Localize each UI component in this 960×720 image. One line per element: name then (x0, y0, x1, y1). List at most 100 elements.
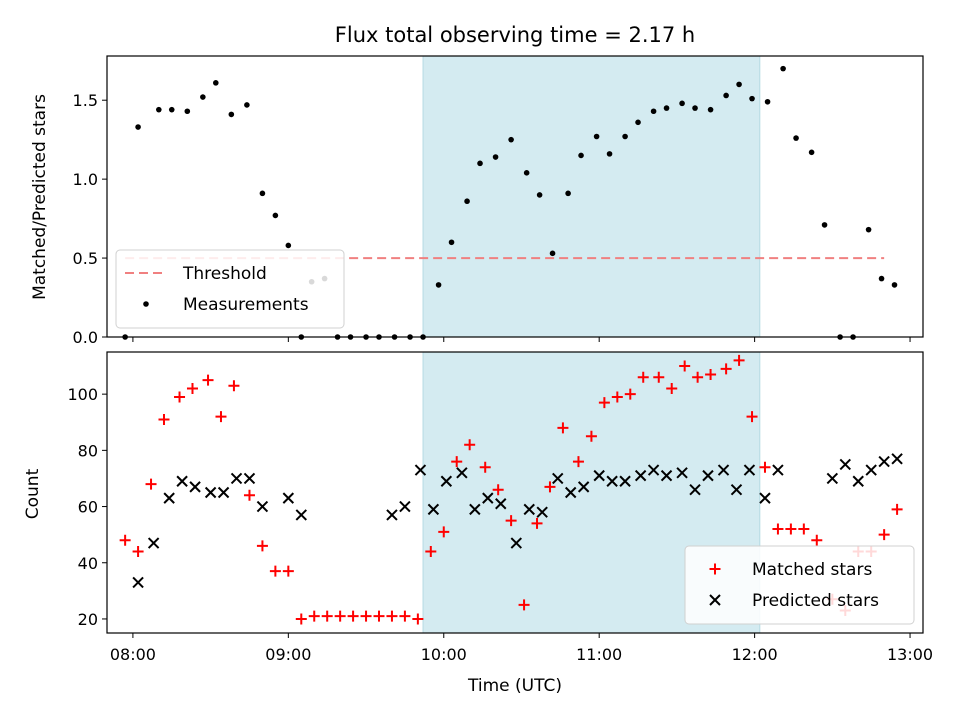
matched-stars-point (373, 610, 385, 622)
legend-measurement-swatch (143, 301, 149, 307)
legend-label: Predicted stars (752, 591, 879, 611)
legend-box (115, 249, 345, 329)
predicted-stars-point (189, 481, 201, 493)
matched-stars-point (891, 503, 903, 515)
y-tick-label: 0.5 (73, 249, 98, 268)
legend-box (684, 545, 915, 625)
predicted-stars-point (204, 486, 217, 499)
observing-window-shade (422, 55, 761, 338)
x-tick-label: 10:00 (421, 645, 467, 664)
predicted-stars-point (852, 475, 864, 487)
measurement-point (622, 133, 628, 140)
matched-stars-point (425, 546, 437, 558)
matched-stars-point (145, 478, 157, 490)
measurement-point (764, 98, 771, 105)
matched-stars-point (412, 613, 424, 625)
matched-stars-point (158, 413, 170, 425)
predicted-stars-point (243, 472, 256, 485)
predicted-stars-point (634, 469, 647, 482)
matched-stars-point (334, 610, 346, 622)
predicted-stars-point (495, 498, 507, 510)
x-tick-label: 09:00 (265, 645, 311, 664)
matched-stars-point (692, 371, 704, 383)
predicted-stars-point (743, 464, 756, 476)
matched-stars-point (282, 565, 294, 577)
predicted-stars-point (469, 503, 481, 516)
measurement-point (780, 65, 786, 72)
measurement-point (536, 192, 543, 198)
matched-stars-point (637, 371, 649, 383)
matched-stars-point (386, 610, 398, 622)
matched-stars-point (666, 383, 678, 395)
predicted-stars-point (176, 475, 188, 487)
x-tick-label: 13:00 (887, 645, 933, 664)
measurement-point (200, 94, 206, 100)
measurement-point (650, 108, 657, 115)
predicted-stars-point (577, 481, 590, 493)
axes-frame (106, 55, 924, 338)
matched-stars-point (785, 523, 797, 535)
predicted-stars-point (132, 576, 144, 589)
predicted-stars-point (891, 453, 903, 465)
y-tick-label: 40 (78, 554, 98, 573)
matched-stars-point (772, 523, 784, 535)
measurement-point (808, 149, 815, 156)
legend-label: Threshold (182, 264, 267, 284)
matched-stars-point (544, 481, 556, 493)
predicted-stars-point (217, 486, 230, 499)
predicted-stars-point (295, 509, 307, 521)
y-tick-label: 1.5 (73, 91, 98, 110)
matched-stars-point (132, 546, 144, 558)
measurement-point (259, 190, 266, 197)
measurement-point (593, 133, 600, 140)
predicted-stars-point (772, 464, 784, 476)
predicted-stars-point (606, 475, 618, 487)
predicted-stars-point (676, 467, 688, 479)
matched-stars-point (557, 422, 569, 434)
predicted-stars-point (282, 492, 295, 504)
measurement-point (135, 124, 141, 130)
matched-stars-point (243, 489, 255, 501)
axes-frame (106, 351, 924, 634)
measurement-point (464, 198, 470, 205)
legend: Threshold Measurements (115, 249, 345, 329)
matched-stars-point (572, 456, 584, 468)
measurement-point (523, 170, 530, 176)
matched-stars-point (438, 526, 450, 538)
predicted-stars-point (702, 469, 714, 482)
measurement-point (578, 152, 584, 159)
x-tick-label: 08:00 (110, 645, 156, 664)
chart-title: Flux total observing time = 2.17 h (335, 23, 695, 47)
matched-stars-point (720, 363, 732, 375)
measurement-point (635, 119, 641, 126)
legend-label: Matched stars (752, 560, 872, 580)
matched-stars-point (585, 430, 597, 442)
matched-stars-point (451, 456, 463, 468)
matched-stars-point (598, 397, 610, 409)
bottom-panel-ylabel: Count (23, 468, 43, 519)
matched-stars-point (321, 610, 333, 622)
matched-stars-point (479, 461, 491, 473)
predicted-stars-point (564, 486, 577, 499)
matched-stars-point (878, 529, 890, 541)
y-tick-label: 0.0 (73, 328, 98, 347)
predicted-stars-point (456, 467, 468, 479)
matched-stars-point (215, 411, 227, 423)
predicted-stars-point (510, 537, 523, 549)
y-tick-label: 80 (78, 441, 98, 460)
matched-stars-point (798, 523, 810, 535)
predicted-stars-point (759, 492, 771, 504)
predicted-stars-point (230, 472, 243, 485)
measurement-point (448, 239, 455, 246)
matched-stars-point (186, 383, 198, 395)
measurement-point (891, 282, 898, 288)
legend-matched-swatch (709, 563, 721, 575)
measurement-point (549, 250, 556, 257)
measurement-point (168, 106, 175, 113)
x-tick-label: 11:00 (576, 645, 622, 664)
predicted-stars-point (689, 483, 701, 496)
measurement-point (477, 160, 483, 167)
matched-stars-point (269, 565, 281, 577)
predicted-stars-point (878, 455, 890, 468)
